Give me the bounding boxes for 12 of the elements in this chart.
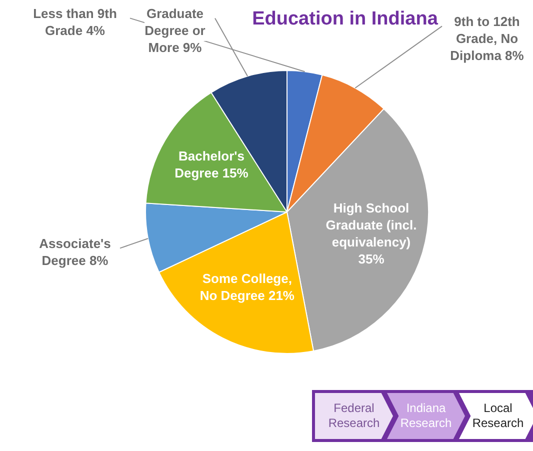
slice-label: Associate's Degree 8% (39, 236, 111, 268)
slice-label: 9th to 12th Grade, No Diploma 8% (450, 14, 524, 64)
chart-title: Education in Indiana (252, 8, 438, 30)
data-label: 35% (358, 252, 385, 267)
text: Indiana Research (387, 393, 465, 439)
text: Local Research (459, 393, 533, 439)
slice-label: Bachelor's Degree 15% (174, 148, 249, 180)
slice-label: Some College, No Degree 21% (200, 271, 295, 304)
text: Federal Research (315, 393, 393, 439)
slice-label: Less than 9th Grade 4% (33, 6, 117, 38)
slice-label: Graduate Degree or More 9% (144, 6, 206, 56)
slice-label: High School Graduate (incl. equivalency) (326, 200, 417, 250)
